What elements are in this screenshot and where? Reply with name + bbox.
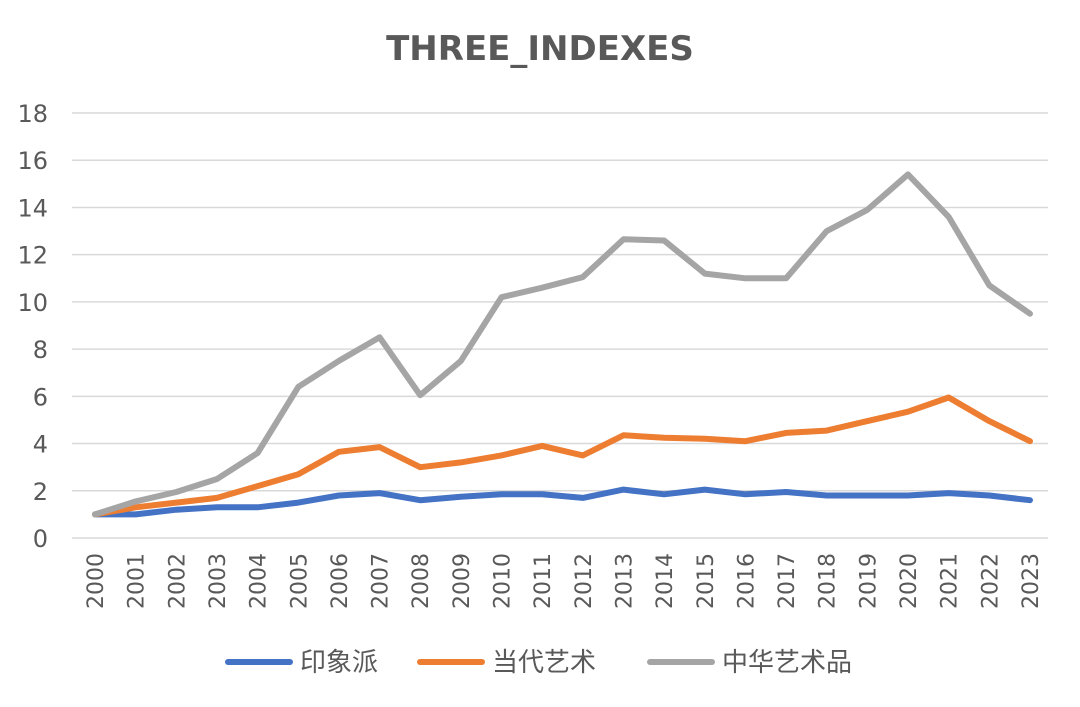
x-tick-label: 2005 (287, 553, 312, 609)
y-tick-label: 0 (33, 525, 48, 553)
x-tick-label: 2000 (84, 553, 109, 609)
x-tick-label: 2023 (1019, 553, 1044, 609)
x-tick-label: 2014 (653, 553, 678, 609)
y-tick-label: 14 (17, 194, 48, 222)
y-tick-label: 10 (17, 289, 48, 317)
series-line (92, 394, 1033, 518)
legend-label: 当代艺术 (492, 648, 596, 678)
x-tick-label: 2002 (165, 553, 190, 609)
x-tick-label: 2007 (369, 553, 394, 609)
x-tick-label: 2013 (612, 553, 637, 609)
x-tick-label: 2021 (938, 553, 963, 609)
legend-label: 印象派 (300, 648, 378, 678)
x-tick-label: 2001 (125, 553, 150, 609)
x-tick-label: 2022 (978, 553, 1003, 609)
y-tick-label: 6 (33, 383, 48, 411)
x-tick-label: 2012 (572, 553, 597, 609)
y-tick-label: 12 (17, 242, 48, 270)
x-tick-label: 2016 (734, 553, 759, 609)
x-tick-label: 2017 (775, 553, 800, 609)
x-tick-label: 2004 (247, 553, 272, 609)
x-tick-label: 2020 (897, 553, 922, 609)
y-tick-label: 16 (17, 147, 48, 175)
y-tick-label: 18 (17, 100, 48, 128)
x-tick-label: 2003 (206, 553, 231, 609)
legend-label: 中华艺术品 (722, 648, 852, 678)
x-tick-label: 2019 (856, 553, 881, 609)
x-tick-label: 2015 (694, 553, 719, 609)
x-axis-ticks: 2000 2001 2002 2003 2004 2005 2006 2007 2008 2009… (84, 553, 1044, 609)
series-lines (92, 171, 1033, 518)
legend: 印象派 当代艺术 中华艺术品 (225, 648, 852, 678)
x-tick-label: 2006 (328, 553, 353, 609)
y-tick-label: 4 (33, 431, 48, 459)
x-tick-label: 2008 (409, 553, 434, 609)
x-tick-label: 2010 (491, 553, 516, 609)
series-line (92, 486, 1033, 518)
x-tick-label: 2018 (816, 553, 841, 609)
x-tick-label: 2009 (450, 553, 475, 609)
chart-title: THREE_INDEXES (386, 29, 694, 69)
series-line (92, 171, 1033, 518)
y-tick-label: 2 (33, 478, 48, 506)
y-axis-ticks: 0 2 4 6 8 10 12 14 16 18 (17, 100, 48, 553)
y-tick-label: 8 (33, 336, 48, 364)
x-tick-label: 2011 (531, 553, 556, 609)
